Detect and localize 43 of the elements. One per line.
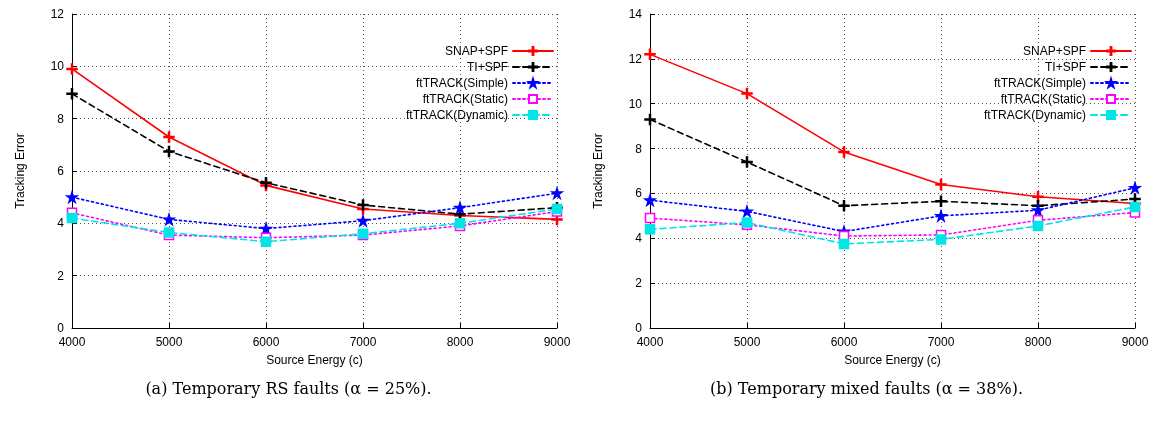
x-tick-label: 8000 (1024, 335, 1052, 349)
text: (a) Temporary RS faults (α = 25%). (145, 378, 432, 398)
x-axis-title: Source Energy (c) (844, 353, 941, 367)
y-tick-label: 2 (57, 268, 65, 283)
y-tick-label: 8 (635, 141, 643, 156)
legend-label: SNAP+SPF (1022, 44, 1086, 58)
y-tick-label: 12 (628, 51, 643, 66)
legend-label: TI+SPF (1044, 60, 1086, 74)
y-tick-label: 6 (57, 164, 65, 178)
y-tick-label: 12 (50, 7, 65, 21)
y-tick-label: 10 (628, 96, 643, 111)
legend-label: ftTRACK(Simple) (993, 76, 1086, 90)
x-tick-label: 8000 (446, 335, 474, 349)
x-axis-title: Source Energy (c) (266, 353, 363, 367)
y-axis-title: Tracking Error (13, 133, 27, 209)
y-tick-label: 6 (635, 186, 643, 201)
y-tick-label: 14 (628, 7, 643, 21)
x-tick-label: 9000 (543, 335, 571, 349)
y-axis-title: Tracking Error (591, 133, 605, 209)
x-tick-label: 4000 (58, 335, 86, 349)
legend-label: ftTRACK(Dynamic) (405, 108, 508, 122)
x-tick-label: 5000 (733, 335, 761, 349)
x-tick-label: 4000 (636, 335, 664, 349)
legend-label: ftTRACK(Static) (422, 92, 508, 106)
legend-label: SNAP+SPF (444, 44, 508, 58)
x-tick-label: 7000 (927, 335, 955, 349)
y-tick-label: 4 (635, 231, 643, 246)
x-tick-label: 6000 (830, 335, 858, 349)
x-tick-label: 9000 (1121, 335, 1149, 349)
legend-label: ftTRACK(Static) (1000, 92, 1086, 106)
legend-label: ftTRACK(Dynamic) (983, 108, 1086, 122)
y-tick-label: 4 (57, 216, 65, 231)
legend-label: ftTRACK(Simple) (415, 76, 508, 90)
x-tick-label: 6000 (252, 335, 280, 349)
y-tick-label: 0 (635, 321, 643, 335)
y-tick-label: 0 (57, 321, 65, 335)
y-tick-label: 8 (57, 111, 65, 126)
y-tick-label: 2 (635, 276, 643, 291)
y-tick-label: 10 (50, 59, 65, 74)
text: (b) Temporary mixed faults (α = 38%). (710, 378, 1023, 398)
x-tick-label: 7000 (349, 335, 377, 349)
legend-label: TI+SPF (466, 60, 508, 74)
x-tick-label: 5000 (155, 335, 183, 349)
